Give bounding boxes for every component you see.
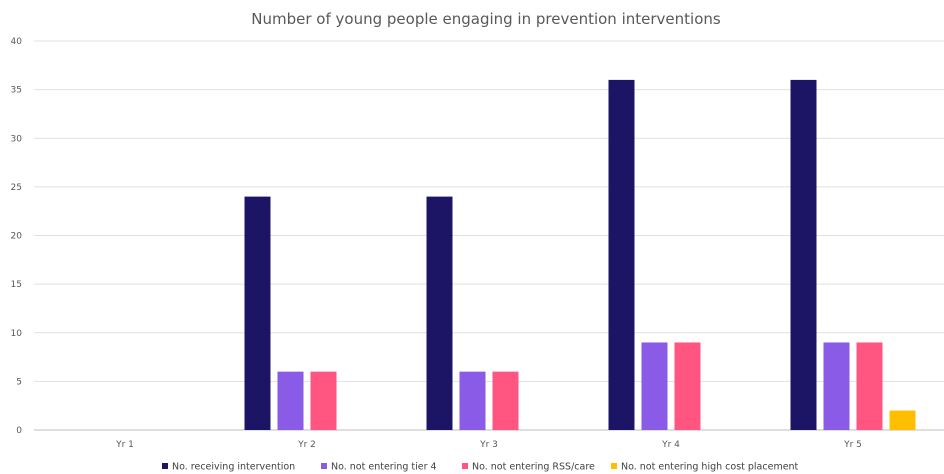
legend-swatch: [611, 463, 617, 469]
bar-yr4-series-1: [608, 79, 635, 431]
bar-yr5-series-3: [856, 342, 883, 430]
bar-yr2-series-1: [244, 196, 271, 430]
y-tick-label: 15: [11, 280, 22, 290]
legend-swatch: [462, 463, 468, 469]
y-tick-label: 20: [11, 232, 23, 242]
bar-yr2-series-3: [310, 371, 337, 430]
gridlines: [34, 40, 944, 431]
y-tick-label: 5: [16, 377, 22, 387]
y-tick-label: 0: [16, 426, 22, 436]
legend-swatch: [321, 463, 327, 469]
bar-yr3-series-2: [459, 371, 486, 430]
bar-yr5-series-1: [790, 79, 817, 431]
bar-yr5-series-4: [889, 410, 916, 430]
x-tick-label: Yr 3: [479, 440, 498, 450]
bar-yr5-series-2: [823, 342, 850, 430]
legend-label: No. receiving intervention: [172, 462, 295, 473]
legend-swatch: [162, 463, 168, 469]
legend-label: No. not entering RSS/care: [472, 462, 595, 473]
bar-yr4-series-3: [674, 342, 701, 430]
legend-label: No. not entering tier 4: [331, 462, 437, 473]
x-tick-label: Yr 2: [297, 440, 316, 450]
bar-yr4-series-2: [641, 342, 668, 430]
x-tick-label: Yr 5: [843, 440, 862, 450]
bar-yr3-series-3: [492, 371, 519, 430]
x-tick-label: Yr 1: [115, 440, 134, 450]
y-tick-label: 35: [11, 86, 22, 96]
legend: No. receiving intervention No. not enteri…: [162, 462, 799, 473]
y-axis-ticks: 0 5 10 15 20 25 30 35 40: [11, 37, 23, 436]
chart-title: Number of young people engaging in preve…: [251, 10, 721, 28]
x-axis-ticks: Yr 1 Yr 2 Yr 3 Yr 4 Yr 5: [115, 440, 862, 450]
y-tick-label: 10: [11, 329, 23, 339]
x-tick-label: Yr 4: [661, 440, 680, 450]
y-tick-label: 25: [11, 183, 22, 193]
bar-yr3-series-1: [426, 196, 453, 430]
y-tick-label: 30: [11, 134, 23, 144]
legend-label: No. not entering high cost placement: [621, 462, 799, 473]
bar-yr2-series-2: [277, 371, 304, 430]
bars: [244, 79, 916, 431]
y-tick-label: 40: [11, 37, 23, 47]
